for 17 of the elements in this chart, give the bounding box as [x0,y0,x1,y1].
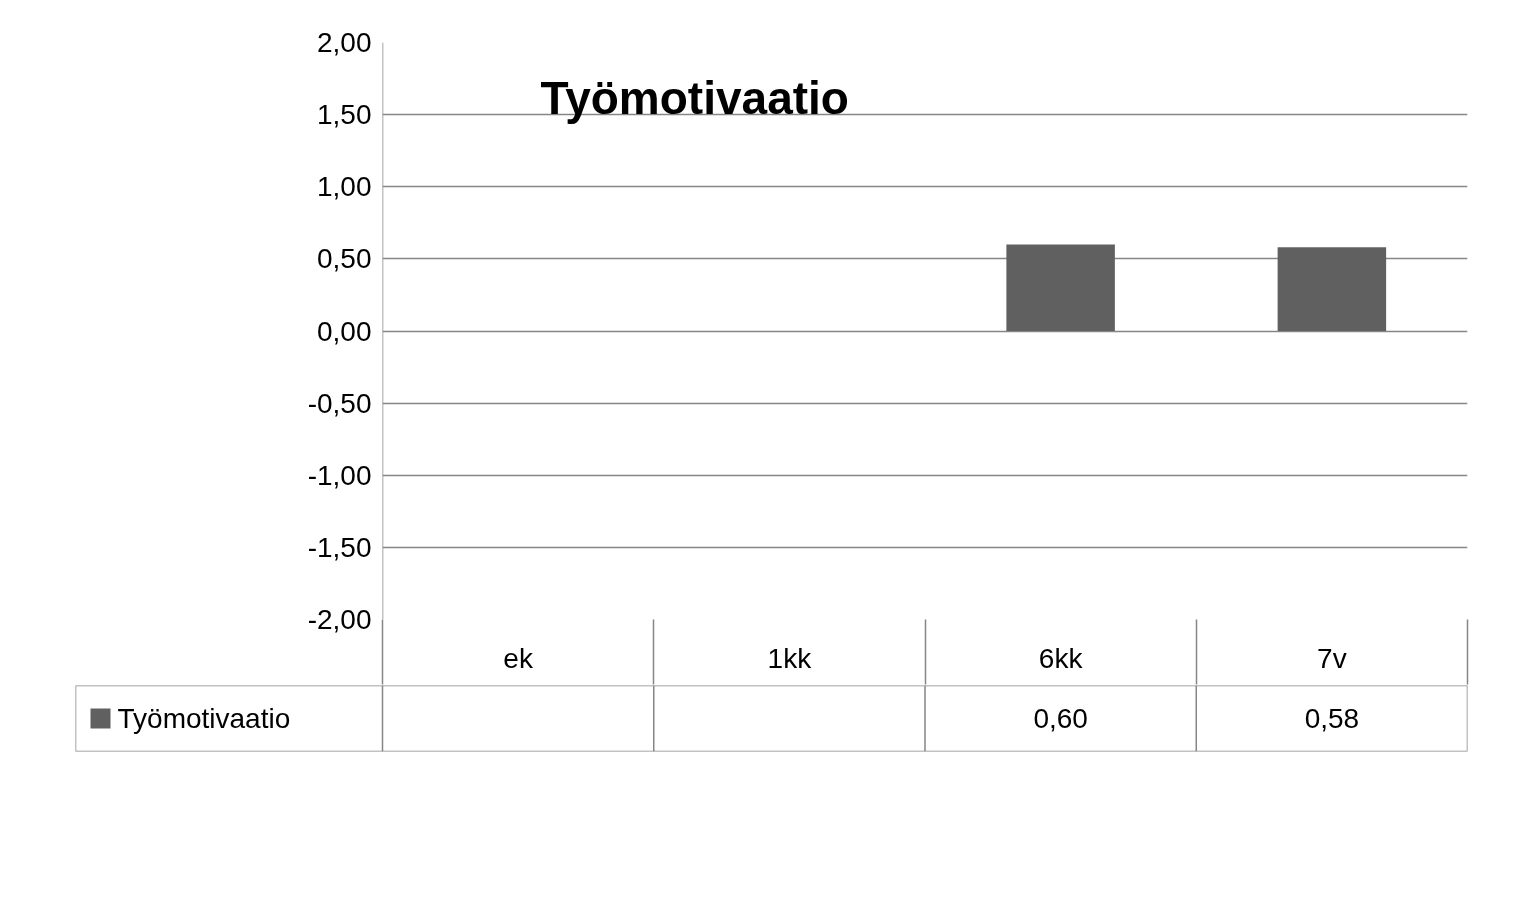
y-tick-label: 2,00 [317,27,372,58]
data-label: 0,60 [1033,703,1088,734]
x-tick-label: 7v [1317,642,1347,674]
legend-label: Työmotivaatio [117,703,291,734]
x-tick-label: 6kk [1038,642,1084,674]
y-tick-label: -2,00 [307,604,372,635]
y-tick-label: -1,50 [307,531,372,563]
y-tick-label: 0,50 [317,243,372,275]
y-tick-label: -1,00 [307,459,372,491]
y-tick-label: -0,50 [307,387,372,419]
y-tick-label: 1,00 [317,171,372,203]
text: Työmotivaatio [540,71,849,124]
y-tick-label: 1,50 [317,99,372,131]
y-tick-label: 0,00 [317,315,372,347]
x-tick-label: 1kk [767,642,813,674]
x-tick-label: ek [503,642,534,674]
data-label: 0,58 [1304,703,1360,734]
